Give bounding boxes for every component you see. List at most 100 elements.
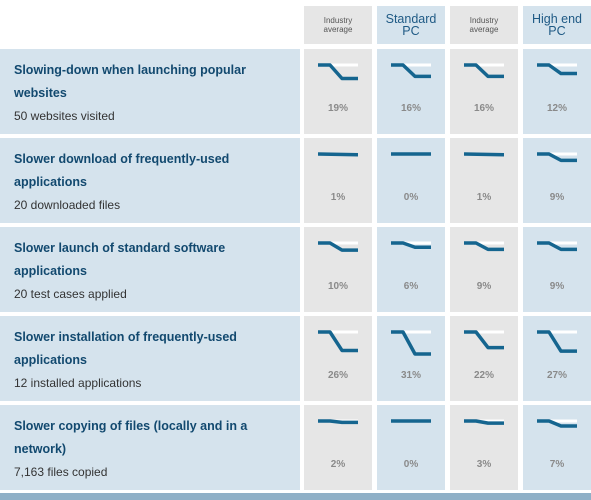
column-header-label: Standard PC bbox=[385, 12, 437, 38]
value-cell: 16% bbox=[377, 49, 445, 134]
slowdown-percent: 9% bbox=[549, 281, 565, 292]
slowdown-percent: 7% bbox=[549, 459, 565, 470]
row-title: Slowing-down when launching popular webs… bbox=[14, 63, 246, 100]
value-cell: 9% bbox=[523, 138, 591, 223]
row-title: Slower copying of files (locally and in … bbox=[14, 419, 248, 456]
row-label-cell: Slower copying of files (locally and in … bbox=[0, 405, 300, 490]
slowdown-sparkline bbox=[464, 330, 504, 350]
slowdown-percent: 2% bbox=[330, 459, 346, 470]
row-label-cell: Slowing-down when launching popular webs… bbox=[0, 49, 300, 134]
performance-line bbox=[537, 152, 577, 163]
performance-line bbox=[318, 152, 358, 157]
slowdown-percent: 9% bbox=[549, 192, 565, 203]
column-header-1: Industry average bbox=[304, 6, 372, 44]
slowdown-percent: 26% bbox=[327, 370, 348, 381]
row-title: Slower download of frequently-used appli… bbox=[14, 152, 230, 189]
column-header-4: High end PC bbox=[523, 6, 591, 44]
slowdown-percent: 16% bbox=[473, 103, 494, 114]
row-subtitle: 20 test cases applied bbox=[14, 287, 127, 301]
column-background-2 bbox=[377, 6, 445, 44]
slowdown-percent: 12% bbox=[546, 103, 567, 114]
value-cell: 0% bbox=[377, 405, 445, 490]
slowdown-sparkline bbox=[537, 330, 577, 353]
value-cell: 26% bbox=[304, 316, 372, 401]
slowdown-sparkline bbox=[537, 152, 577, 163]
bottom-divider bbox=[0, 493, 591, 500]
column-header-label: Industry average bbox=[323, 16, 353, 34]
table-row: Slower launch of standard software appli… bbox=[0, 227, 591, 312]
value-cell: 0% bbox=[377, 138, 445, 223]
column-background-1 bbox=[304, 6, 372, 44]
row-subtitle: 20 downloaded files bbox=[14, 198, 121, 212]
row-subtitle: 50 websites visited bbox=[14, 109, 115, 123]
table-row: Slower copying of files (locally and in … bbox=[0, 405, 591, 490]
slowdown-sparkline bbox=[537, 241, 577, 252]
row-label-cell: Slower installation of frequently-used a… bbox=[0, 316, 300, 401]
performance-line bbox=[537, 330, 577, 353]
value-cell: 9% bbox=[523, 227, 591, 312]
performance-line bbox=[391, 63, 431, 79]
slowdown-percent: 0% bbox=[403, 459, 419, 470]
slowdown-percent: 6% bbox=[403, 281, 419, 292]
slowdown-percent: 22% bbox=[473, 370, 494, 381]
table-row: Slower installation of frequently-used a… bbox=[0, 316, 591, 401]
slowdown-sparkline bbox=[391, 419, 431, 423]
performance-line bbox=[537, 241, 577, 252]
value-cell: 1% bbox=[450, 138, 518, 223]
slowdown-sparkline bbox=[318, 241, 358, 252]
performance-line bbox=[318, 419, 358, 425]
row-label-cell: Slower download of frequently-used appli… bbox=[0, 138, 300, 223]
slowdown-sparkline bbox=[464, 241, 504, 252]
row-subtitle: 7,163 files copied bbox=[14, 465, 108, 479]
slowdown-sparkline bbox=[391, 63, 431, 79]
value-cell: 19% bbox=[304, 49, 372, 134]
performance-line bbox=[464, 63, 504, 79]
column-header-label: Industry average bbox=[469, 16, 499, 34]
slowdown-sparkline bbox=[318, 419, 358, 425]
slowdown-sparkline bbox=[464, 419, 504, 425]
performance-line bbox=[537, 419, 577, 428]
performance-line bbox=[391, 330, 431, 356]
slowdown-percent: 10% bbox=[327, 281, 348, 292]
row-title: Slower launch of standard software appli… bbox=[14, 241, 226, 278]
slowdown-sparkline bbox=[537, 419, 577, 428]
value-cell: 22% bbox=[450, 316, 518, 401]
value-cell: 6% bbox=[377, 227, 445, 312]
slowdown-sparkline bbox=[464, 63, 504, 79]
slowdown-percent: 31% bbox=[400, 370, 421, 381]
slowdown-percent: 3% bbox=[476, 459, 492, 470]
value-cell: 10% bbox=[304, 227, 372, 312]
slowdown-sparkline bbox=[537, 63, 577, 76]
value-cell: 31% bbox=[377, 316, 445, 401]
slowdown-percent: 27% bbox=[546, 370, 567, 381]
performance-line bbox=[391, 241, 431, 250]
value-cell: 7% bbox=[523, 405, 591, 490]
column-header-3: Industry average bbox=[450, 6, 518, 44]
performance-line bbox=[318, 63, 358, 81]
column-background-3 bbox=[450, 6, 518, 44]
performance-line bbox=[537, 63, 577, 76]
slowdown-percent: 0% bbox=[403, 192, 419, 203]
value-cell: 2% bbox=[304, 405, 372, 490]
performance-line bbox=[318, 330, 358, 353]
slowdown-sparkline bbox=[464, 152, 504, 157]
value-cell: 1% bbox=[304, 138, 372, 223]
row-title: Slower installation of frequently-used a… bbox=[14, 330, 237, 367]
row-label-cell: Slower launch of standard software appli… bbox=[0, 227, 300, 312]
value-cell: 3% bbox=[450, 405, 518, 490]
slowdown-sparkline bbox=[391, 152, 431, 156]
slowdown-percent: 1% bbox=[330, 192, 346, 203]
value-cell: 12% bbox=[523, 49, 591, 134]
table-row: Slower download of frequently-used appli… bbox=[0, 138, 591, 223]
slowdown-sparkline bbox=[318, 330, 358, 353]
performance-line bbox=[318, 241, 358, 252]
slowdown-percent: 9% bbox=[476, 281, 492, 292]
slowdown-sparkline bbox=[318, 152, 358, 157]
slowdown-sparkline bbox=[391, 241, 431, 250]
performance-line bbox=[464, 330, 504, 350]
column-background-4 bbox=[523, 6, 591, 44]
value-cell: 27% bbox=[523, 316, 591, 401]
performance-line bbox=[464, 419, 504, 425]
slowdown-percent: 19% bbox=[327, 103, 348, 114]
